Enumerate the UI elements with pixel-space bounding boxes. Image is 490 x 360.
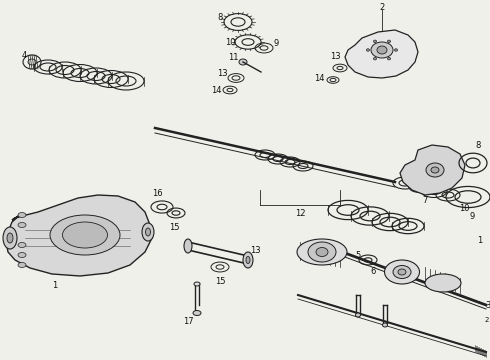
Text: 13: 13 [217, 68, 227, 77]
Text: 15: 15 [215, 276, 225, 285]
Ellipse shape [239, 59, 247, 65]
Ellipse shape [426, 163, 444, 177]
Ellipse shape [398, 269, 406, 275]
Text: 6: 6 [370, 267, 376, 276]
Ellipse shape [243, 252, 253, 268]
Ellipse shape [297, 239, 347, 265]
Text: 13: 13 [330, 51, 341, 60]
Ellipse shape [18, 252, 26, 257]
Text: 3: 3 [485, 301, 490, 310]
Text: 9: 9 [273, 39, 279, 48]
Ellipse shape [18, 262, 26, 267]
Text: 11: 11 [228, 53, 238, 62]
Ellipse shape [316, 248, 328, 257]
Text: 8: 8 [217, 13, 222, 22]
Ellipse shape [18, 212, 26, 217]
Ellipse shape [308, 242, 336, 262]
Ellipse shape [367, 49, 369, 51]
Text: 4: 4 [22, 50, 26, 59]
Text: 5: 5 [355, 251, 361, 260]
Polygon shape [345, 30, 418, 78]
Ellipse shape [146, 228, 150, 236]
Polygon shape [400, 145, 465, 195]
Text: 1: 1 [52, 280, 58, 289]
Ellipse shape [184, 239, 192, 253]
Text: 15: 15 [169, 222, 179, 231]
Text: 13: 13 [250, 246, 260, 255]
Ellipse shape [3, 227, 17, 249]
Ellipse shape [50, 215, 120, 255]
Text: 9: 9 [469, 212, 475, 220]
Ellipse shape [373, 57, 376, 60]
Ellipse shape [356, 313, 361, 317]
Text: 17: 17 [183, 318, 194, 327]
Ellipse shape [425, 274, 461, 292]
Ellipse shape [394, 49, 397, 51]
Ellipse shape [388, 57, 391, 60]
Ellipse shape [142, 223, 154, 241]
Ellipse shape [431, 167, 439, 173]
Text: 16: 16 [152, 189, 162, 198]
Ellipse shape [377, 46, 387, 54]
Text: 14: 14 [314, 73, 324, 82]
Text: 14: 14 [211, 86, 221, 95]
Text: 7: 7 [422, 195, 428, 204]
Text: 2: 2 [485, 317, 489, 323]
Text: 1: 1 [477, 235, 483, 244]
Ellipse shape [18, 243, 26, 248]
Ellipse shape [373, 40, 376, 42]
Ellipse shape [18, 222, 26, 228]
Ellipse shape [388, 40, 391, 42]
Text: 8: 8 [475, 140, 481, 149]
Text: 2: 2 [379, 3, 385, 12]
Ellipse shape [193, 310, 201, 315]
Text: 10: 10 [225, 37, 235, 46]
Ellipse shape [194, 282, 200, 286]
Ellipse shape [246, 256, 250, 264]
Polygon shape [6, 195, 152, 276]
Ellipse shape [393, 266, 411, 279]
Ellipse shape [63, 222, 107, 248]
Ellipse shape [383, 323, 388, 327]
Ellipse shape [385, 260, 419, 284]
Ellipse shape [371, 42, 393, 58]
Ellipse shape [7, 233, 13, 243]
Text: 12: 12 [295, 208, 305, 217]
Text: 10: 10 [459, 203, 469, 212]
